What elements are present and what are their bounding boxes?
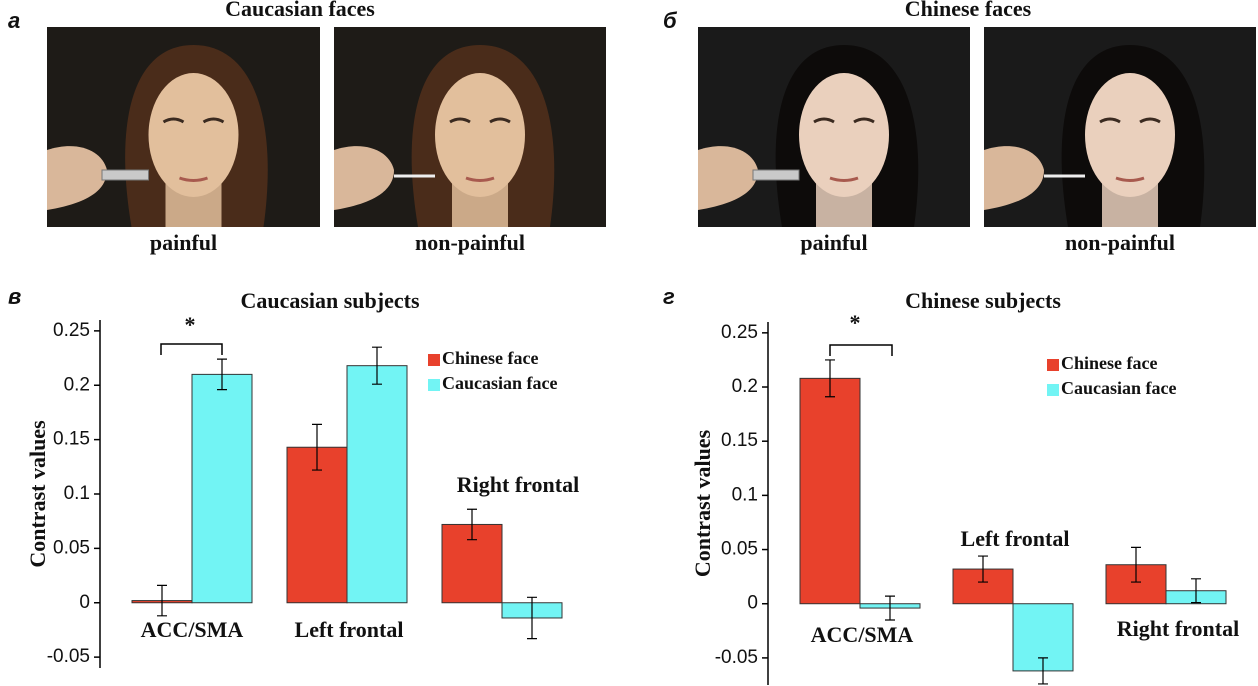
error-bar	[217, 358, 227, 391]
error-bar	[978, 555, 988, 583]
bar	[799, 377, 861, 605]
error-bar	[825, 359, 835, 398]
bar	[191, 373, 253, 604]
chart-title: Caucasian subjects	[240, 288, 420, 313]
face	[148, 73, 239, 197]
significance-bracket	[160, 343, 223, 355]
significance-bracket	[829, 344, 893, 356]
significance-star: *	[185, 312, 196, 337]
legend-label: Caucasian face	[442, 373, 558, 393]
error-bar	[527, 596, 537, 640]
y-tick-label: 0.2	[732, 376, 758, 397]
error-bar	[157, 584, 167, 617]
hand	[984, 146, 1044, 210]
panel-title: Caucasian faces	[225, 0, 375, 21]
panel-title: Chinese faces	[905, 0, 1032, 21]
hand	[47, 146, 107, 210]
face	[435, 73, 525, 197]
y-tick-label: 0.25	[721, 322, 758, 343]
y-tick-label: -0.05	[47, 646, 90, 667]
legend-swatch	[1047, 384, 1059, 396]
hand	[334, 146, 394, 210]
legend-swatch	[1047, 359, 1059, 371]
syringe	[101, 169, 149, 181]
category-label: ACC/SMA	[811, 622, 914, 647]
panel-letter: б	[663, 8, 678, 33]
mouth	[829, 176, 859, 182]
y-tick-label: 0.2	[64, 374, 90, 395]
eyes	[813, 117, 875, 124]
bar	[346, 365, 408, 604]
legend-label: Chinese face	[442, 348, 538, 368]
error-bar	[372, 346, 382, 385]
y-axis-label: Contrast values	[690, 429, 715, 577]
significance-star: *	[850, 310, 861, 335]
panel-letter: г	[663, 284, 675, 309]
error-bar	[1038, 657, 1048, 685]
face	[799, 73, 889, 197]
y-tick-label: 0	[79, 592, 90, 613]
category-label: Right frontal	[1117, 616, 1239, 641]
eyes	[1099, 117, 1161, 124]
y-tick-label: 0.15	[53, 429, 90, 450]
photo-caption: non-painful	[415, 230, 525, 255]
face	[1085, 73, 1175, 197]
category-label: Left frontal	[961, 526, 1070, 551]
photo	[334, 27, 606, 227]
panel-letter: а	[8, 8, 20, 33]
error-bar	[885, 595, 895, 621]
photo-caption: non-painful	[1065, 230, 1175, 255]
y-tick-label: 0.1	[732, 484, 758, 505]
photo	[984, 27, 1256, 227]
y-axis-label: Contrast values	[25, 420, 50, 568]
photo-caption: painful	[800, 230, 867, 255]
bar	[286, 446, 348, 604]
legend-label: Caucasian face	[1061, 378, 1177, 398]
y-tick-label: 0.05	[53, 537, 90, 558]
photo-caption: painful	[150, 230, 217, 255]
category-label: Left frontal	[295, 617, 404, 642]
syringe	[752, 169, 800, 181]
y-tick-label: 0.1	[64, 483, 90, 504]
y-tick-label: 0	[747, 593, 758, 614]
legend-swatch	[428, 379, 440, 391]
hand	[698, 146, 758, 210]
chart-title: Chinese subjects	[905, 288, 1061, 313]
category-label: ACC/SMA	[141, 617, 244, 642]
y-tick-label: -0.05	[715, 647, 758, 668]
photo	[698, 27, 970, 227]
y-tick-label: 0.05	[721, 539, 758, 560]
mouth	[178, 176, 209, 182]
y-tick-label: 0.25	[53, 320, 90, 341]
photo	[47, 27, 320, 227]
error-bar	[312, 423, 322, 471]
legend-label: Chinese face	[1061, 353, 1157, 373]
error-bar	[467, 508, 477, 541]
mouth	[465, 176, 495, 182]
error-bar	[1191, 578, 1201, 604]
category-label: Right frontal	[457, 472, 579, 497]
panel-letter: в	[8, 284, 21, 309]
eyes	[162, 117, 225, 124]
error-bar	[1131, 546, 1141, 583]
legend-swatch	[428, 354, 440, 366]
mouth	[1115, 176, 1145, 182]
eyes	[449, 117, 511, 124]
y-tick-label: 0.15	[721, 430, 758, 451]
